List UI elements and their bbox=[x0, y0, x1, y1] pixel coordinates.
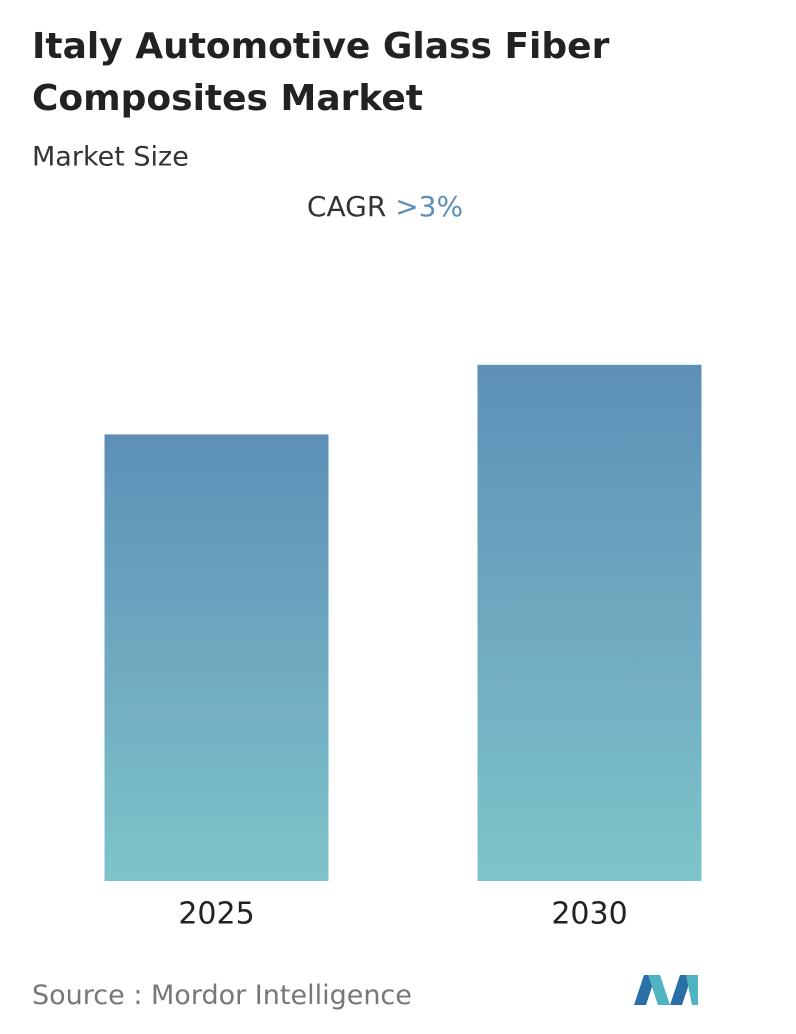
source: Source : Mordor Intelligence bbox=[32, 980, 412, 1011]
bar bbox=[477, 364, 702, 881]
chart-subtitle: Market Size bbox=[32, 142, 189, 173]
bar bbox=[104, 434, 329, 881]
cagr: CAGR >3% bbox=[307, 190, 463, 223]
source-name: Mordor Intelligence bbox=[151, 980, 412, 1011]
x-tick-label: 2025 bbox=[178, 897, 254, 932]
cagr-label: CAGR bbox=[307, 190, 386, 223]
cagr-value: >3% bbox=[395, 190, 463, 223]
chart-title: Italy Automotive Glass Fiber Composites M… bbox=[32, 26, 610, 119]
x-tick-label: 2030 bbox=[551, 897, 627, 932]
source-label: Source : bbox=[32, 980, 142, 1011]
logo bbox=[634, 975, 698, 1005]
